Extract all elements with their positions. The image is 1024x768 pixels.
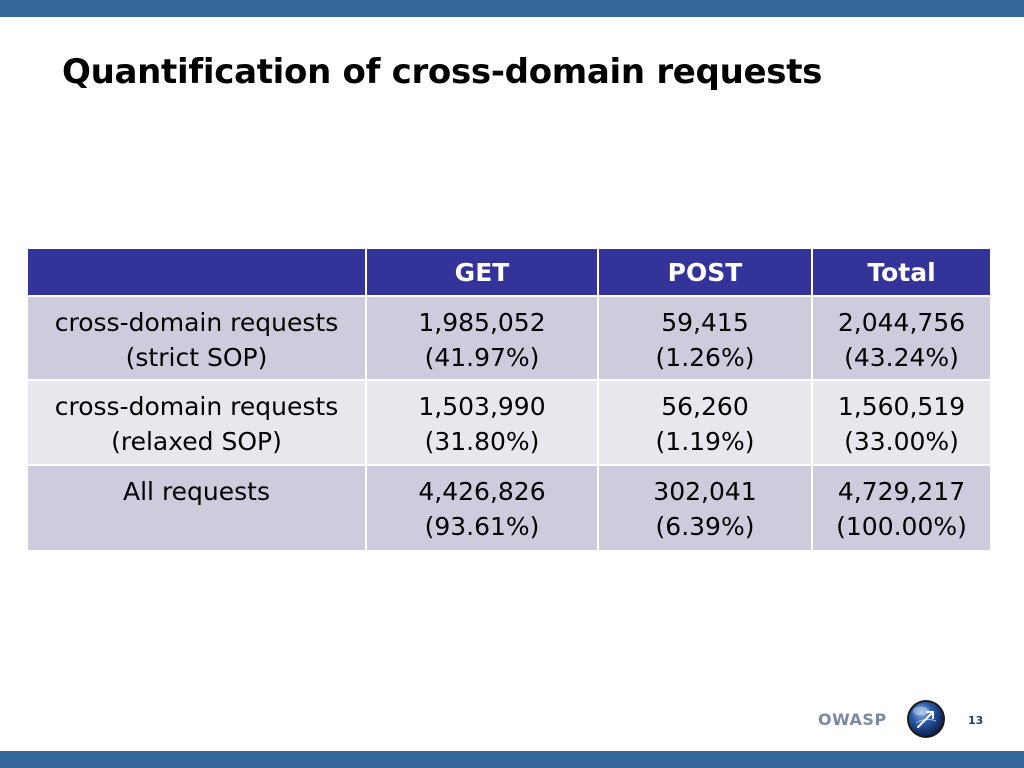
- header-total: Total: [811, 247, 992, 297]
- cell-value: 56,260: [661, 392, 749, 421]
- slide-title: Quantification of cross-domain requests: [62, 52, 823, 92]
- cell-percent: (33.00%): [844, 427, 959, 456]
- cell-line: All requests: [123, 477, 270, 506]
- get-cell: 1,503,990 (31.80%): [365, 379, 599, 466]
- cell-value: 59,415: [661, 308, 749, 337]
- cell-value: 302,041: [653, 477, 757, 506]
- header-post: POST: [597, 247, 813, 297]
- row-label-cell: cross-domain requests (strict SOP): [26, 295, 367, 381]
- get-cell: 4,426,826 (93.61%): [365, 464, 599, 552]
- table-header-row: GET POST Total: [26, 247, 992, 297]
- cell-line: (strict SOP): [125, 343, 268, 372]
- cell-value: 4,729,217: [837, 477, 966, 506]
- cell-value: 1,503,990: [418, 392, 546, 421]
- cell-percent: (93.61%): [424, 512, 540, 541]
- cell-percent: (31.80%): [424, 427, 540, 456]
- cell-percent: (6.39%): [655, 512, 755, 541]
- cell-percent: (1.19%): [655, 427, 755, 456]
- cell-value: 1,985,052: [418, 308, 546, 337]
- get-cell: 1,985,052 (41.97%): [365, 295, 599, 381]
- post-cell: 56,260 (1.19%): [597, 379, 813, 466]
- owasp-logo-text: OWASP: [818, 710, 887, 729]
- cell-value: 4,426,826: [418, 477, 546, 506]
- cell-percent: (1.26%): [655, 343, 755, 372]
- total-cell: 2,044,756 (43.24%): [811, 295, 992, 381]
- header-get: GET: [365, 247, 599, 297]
- table-row: cross-domain requests (relaxed SOP) 1,50…: [26, 379, 992, 466]
- header-empty: [26, 247, 367, 297]
- row-label-cell: cross-domain requests (relaxed SOP): [26, 379, 367, 466]
- cell-value: 2,044,756: [837, 308, 966, 337]
- table-row: cross-domain requests (strict SOP) 1,985…: [26, 295, 992, 381]
- page-number: 13: [968, 714, 984, 727]
- post-cell: 302,041 (6.39%): [597, 464, 813, 552]
- cell-percent: (41.97%): [424, 343, 540, 372]
- cell-line: cross-domain requests: [54, 392, 339, 421]
- cell-line: cross-domain requests: [54, 308, 339, 337]
- cell-percent: (43.24%): [844, 343, 959, 372]
- bottom-accent-bar: [0, 751, 1024, 768]
- cell-line: (relaxed SOP): [111, 427, 282, 456]
- table-row: All requests 4,426,826 (93.61%) 302,041 …: [26, 464, 992, 552]
- cell-value: 1,560,519: [837, 392, 966, 421]
- total-cell: 4,729,217 (100.00%): [811, 464, 992, 552]
- total-cell: 1,560,519 (33.00%): [811, 379, 992, 466]
- row-label-cell: All requests: [26, 464, 367, 552]
- owasp-logo-icon: [907, 700, 945, 738]
- requests-table: GET POST Total cross-domain requests (st…: [26, 247, 992, 552]
- top-accent-bar: [0, 0, 1024, 17]
- post-cell: 59,415 (1.26%): [597, 295, 813, 381]
- cell-percent: (100.00%): [836, 512, 967, 541]
